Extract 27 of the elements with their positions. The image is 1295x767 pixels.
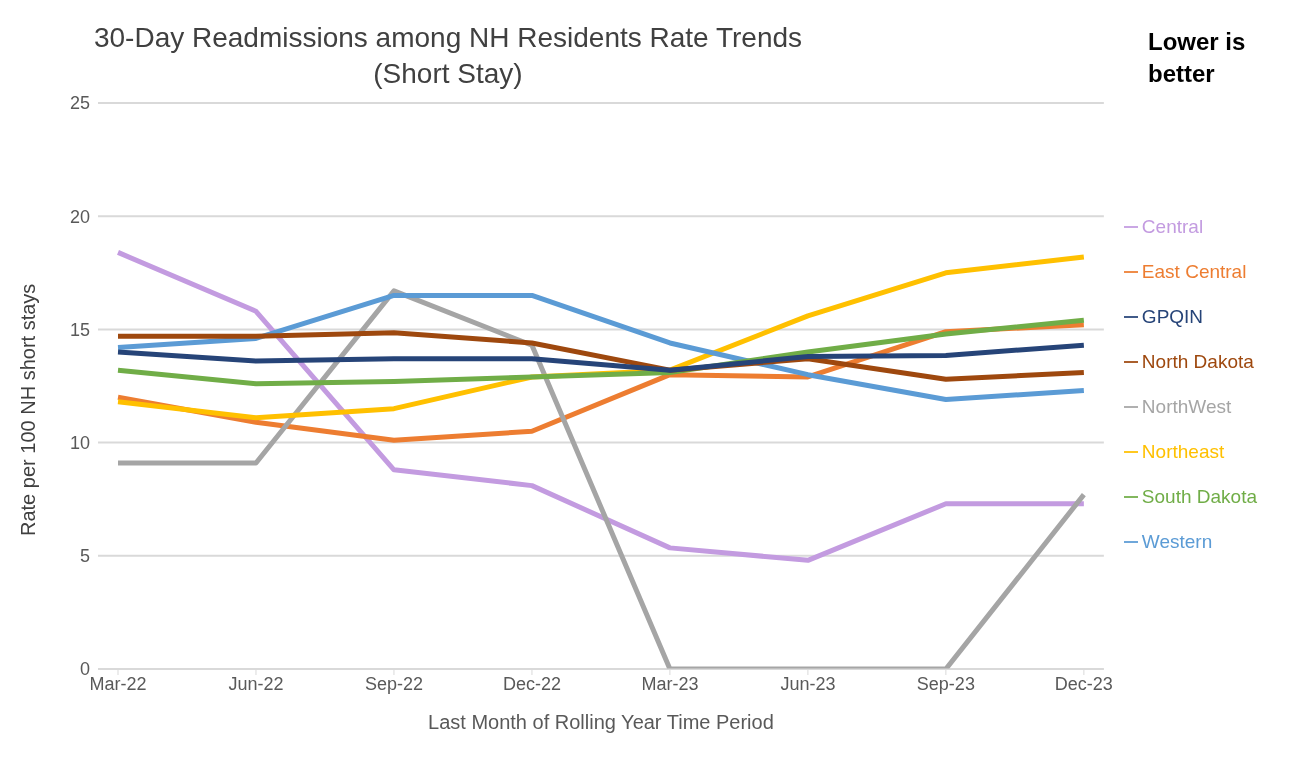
- y-tick-label: 5: [79, 546, 90, 567]
- y-tick-label: 0: [79, 659, 90, 680]
- chart-subtitle: (Short Stay): [372, 57, 524, 91]
- legend-label: South Dakota: [1141, 485, 1257, 507]
- legend-label: Central: [1141, 215, 1204, 237]
- legend-label: Northeast: [1141, 440, 1225, 462]
- x-tick-label: Jun-22: [228, 673, 284, 694]
- y-tick-label: 25: [69, 93, 90, 114]
- x-tick-label: Dec-22: [502, 673, 561, 694]
- legend-label: North Dakota: [1141, 350, 1254, 372]
- x-tick-label: Dec-23: [1054, 673, 1113, 694]
- y-tick-label: 20: [69, 206, 90, 227]
- legend-label: NorthWest: [1141, 395, 1232, 417]
- x-tick-label: Mar-22: [89, 673, 147, 694]
- x-axis-title: Last Month of Rolling Year Time Period: [428, 711, 774, 733]
- legend-label: GPQIN: [1141, 305, 1204, 327]
- x-tick-label: Jun-23: [780, 673, 836, 694]
- legend-label: Western: [1141, 530, 1213, 552]
- x-tick-label: Sep-23: [916, 673, 975, 694]
- y-axis-title: Rate per 100 NH short stays: [17, 283, 40, 536]
- x-tick-label: Sep-22: [364, 673, 423, 694]
- y-tick-label: 15: [69, 319, 90, 340]
- text: Lower is better: [1148, 27, 1247, 89]
- chart-title: 30-Day Readmissions among NH Residents Rate Trends: [92, 21, 804, 55]
- y-tick-label: 10: [69, 432, 90, 453]
- x-tick-label: Mar-23: [641, 673, 699, 694]
- legend-label: East Central: [1141, 260, 1247, 282]
